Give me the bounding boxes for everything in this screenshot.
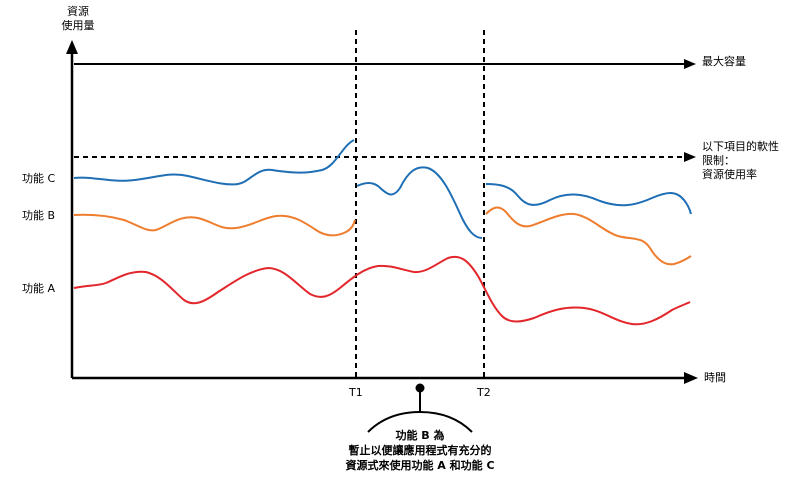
- soft-limit-label-line3: 資源使用率: [702, 168, 757, 181]
- soft-limit-arrow-icon: [684, 152, 696, 162]
- feature-b-label: 功能 B: [22, 209, 56, 222]
- y-axis-title-line1: 資源: [67, 5, 89, 18]
- soft-limit-label: 以下項目的軟性 限制： 資源使用率: [702, 140, 779, 182]
- feature-b-line: [73, 213, 356, 237]
- feature-a-line: [73, 255, 691, 326]
- x-axis-title: 時間: [704, 371, 726, 384]
- callout-arc: [367, 410, 473, 433]
- feature-a-label: 功能 A: [22, 282, 56, 295]
- soft-limit-label-line2: 限制：: [702, 154, 735, 167]
- callout-text: 功能 B 為 暫止以便讓應用程式有充分的 資源式來使用功能 A 和功能 C: [320, 428, 520, 473]
- y-axis-arrow-icon: [66, 40, 78, 54]
- max-capacity-arrow-icon: [684, 59, 696, 69]
- feature-b-line-end: [485, 206, 692, 266]
- x-axis-arrow-icon: [684, 372, 698, 384]
- soft-limit-label-line1: 以下項目的軟性: [702, 140, 779, 153]
- feature-c-label: 功能 C: [22, 172, 56, 185]
- max-capacity-label: 最大容量: [702, 55, 746, 68]
- t1-label: T1: [349, 386, 363, 399]
- y-axis-title-line2: 使用量: [61, 19, 95, 32]
- feature-c-line-end: [485, 183, 692, 215]
- y-axis-title: 資源 使用量: [58, 5, 98, 33]
- callout-line2: 暫止以便讓應用程式有充分的: [348, 444, 492, 457]
- feature-c-line: [73, 139, 355, 186]
- callout-line3: 資源式來使用功能 A 和功能 C: [345, 459, 495, 472]
- feature-c-line-mid: [356, 166, 483, 239]
- callout-line1: 功能 B 為: [395, 429, 445, 442]
- t2-label: T2: [477, 386, 491, 399]
